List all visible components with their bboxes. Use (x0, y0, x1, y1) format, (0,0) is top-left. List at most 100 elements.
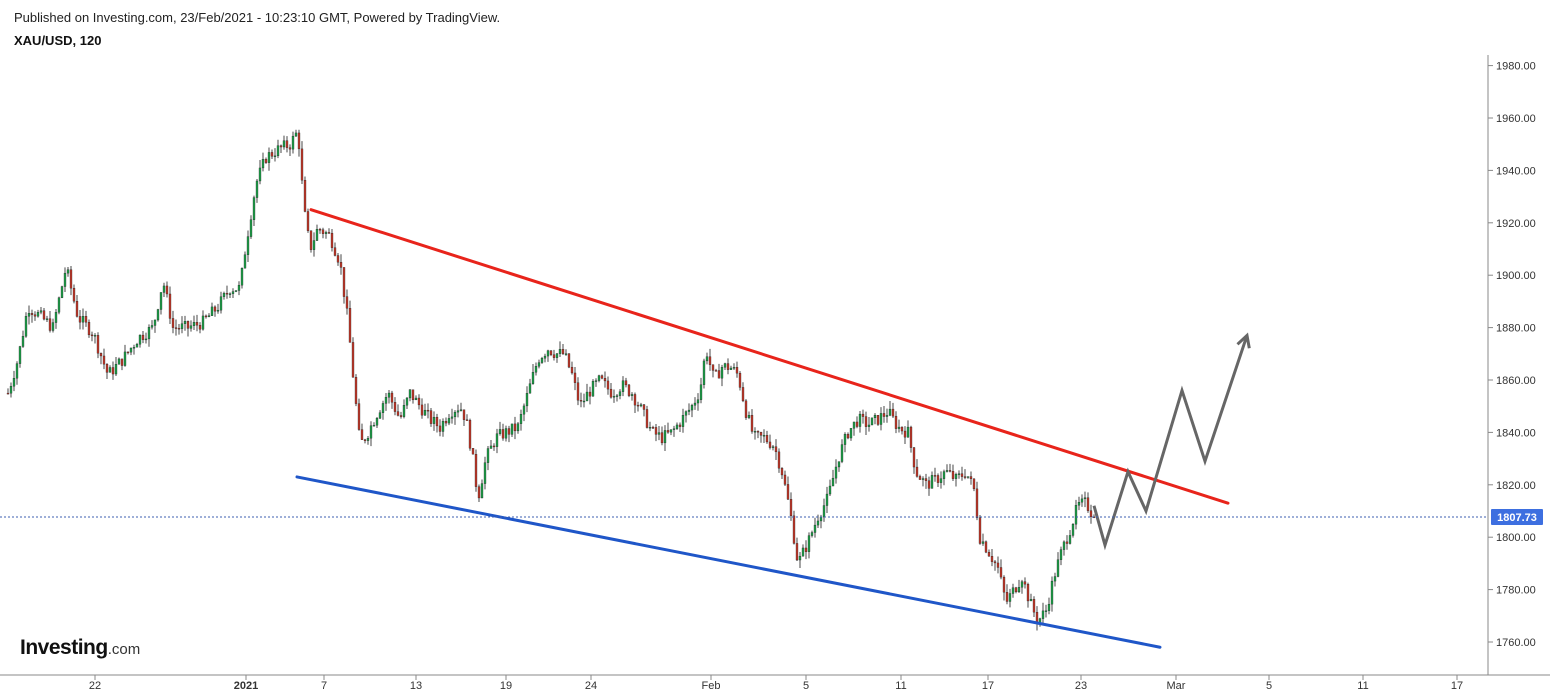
candle (141, 331, 145, 344)
candle-body (705, 356, 709, 362)
candle-body (819, 516, 823, 522)
candle (258, 160, 262, 185)
candle (276, 139, 280, 159)
current-price-label: 1807.73 (1497, 512, 1537, 524)
candle-body (345, 296, 349, 309)
candle-body (1017, 587, 1021, 593)
candle (627, 383, 631, 398)
candle-body (654, 427, 658, 435)
candle-body (915, 466, 919, 477)
candle-body (639, 404, 643, 407)
candle-body (180, 323, 184, 329)
y-tick-label: 1880.00 (1496, 323, 1536, 335)
candle (1026, 582, 1030, 608)
candle-body (825, 493, 829, 506)
candle (546, 349, 550, 362)
candle (477, 484, 481, 502)
candle-body (618, 391, 622, 396)
candle (405, 397, 409, 409)
y-tick-label: 1820.00 (1496, 480, 1536, 492)
x-tick-label: 5 (803, 680, 809, 692)
candle (204, 314, 208, 319)
candle-body (927, 480, 931, 489)
candle (867, 416, 871, 432)
candle (834, 459, 838, 484)
candle (558, 341, 562, 358)
candle (984, 540, 988, 554)
candle-body (1041, 610, 1045, 619)
candle-body (438, 425, 442, 432)
candle (831, 469, 835, 487)
candle (528, 378, 532, 394)
candle-body (426, 409, 430, 412)
candle (327, 228, 331, 234)
candle-body (909, 426, 913, 448)
candle (1008, 588, 1012, 608)
candle (1032, 596, 1036, 617)
candle (111, 361, 115, 380)
candle (849, 428, 853, 441)
candle-body (138, 334, 142, 345)
candle-body (834, 466, 838, 479)
candle (165, 281, 169, 298)
candle-body (279, 145, 283, 148)
candle (231, 288, 235, 299)
candle-body (1071, 524, 1075, 536)
candle-body (51, 322, 55, 331)
candle-body (711, 364, 715, 371)
candle (717, 363, 721, 379)
candle (159, 292, 163, 315)
candle-body (666, 430, 670, 433)
candle-body (282, 140, 286, 148)
candle (51, 318, 55, 333)
candle-body (936, 475, 940, 483)
candle (591, 379, 595, 397)
candle (246, 230, 250, 262)
candle-body (297, 132, 301, 150)
candle (138, 334, 142, 348)
candle (690, 403, 694, 418)
candle (990, 549, 994, 567)
candle (102, 348, 106, 370)
candle (1014, 586, 1018, 594)
candle-body (63, 272, 67, 287)
candle-body (879, 413, 883, 425)
candle (579, 392, 583, 408)
candle (978, 514, 982, 545)
candle-body (57, 297, 61, 313)
candle-body (906, 426, 910, 438)
candle (864, 411, 868, 436)
trendlines (295, 208, 1251, 649)
candle-body (597, 375, 601, 381)
candle (762, 429, 766, 444)
candle-body (60, 286, 64, 298)
candle (822, 498, 826, 522)
candle-body (651, 427, 655, 429)
candle (21, 330, 25, 348)
candle (825, 486, 829, 513)
candle (333, 242, 337, 257)
y-tick-label: 1780.00 (1496, 585, 1536, 597)
candle (543, 353, 547, 363)
candle-body (894, 415, 898, 429)
y-axis: 1760.00 1780.00 1800.00 1820.00 1840.00 1860.… (1488, 61, 1536, 649)
candle (453, 410, 457, 425)
candle (468, 418, 472, 451)
candle-body (87, 322, 91, 336)
candle-body (183, 321, 187, 324)
candle-body (741, 387, 745, 402)
candle (873, 413, 877, 425)
candle-body (786, 484, 790, 500)
candle (594, 378, 598, 387)
candle (693, 397, 697, 410)
candle (933, 467, 937, 482)
candle-body (987, 552, 991, 557)
candle-body (939, 478, 943, 483)
current-price-marker: 1807.73 (0, 508, 1543, 525)
candle (876, 415, 880, 426)
candle-body (123, 351, 127, 366)
candle (1023, 577, 1027, 589)
candle (72, 284, 76, 304)
candle-body (960, 473, 964, 477)
